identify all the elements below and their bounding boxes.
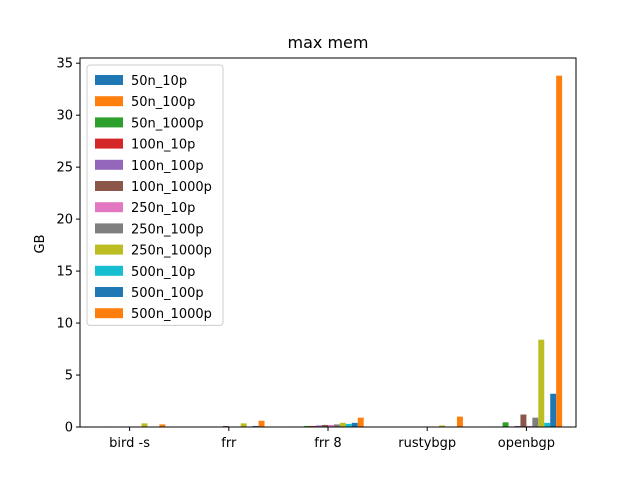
bar xyxy=(159,424,166,427)
x-tick-label: frr xyxy=(221,436,237,451)
bar xyxy=(532,417,539,427)
bar xyxy=(538,339,545,427)
legend-swatch xyxy=(95,244,123,255)
legend-label: 250n_1000p xyxy=(131,244,212,259)
bar xyxy=(333,424,340,427)
legend-swatch xyxy=(95,181,123,191)
bar xyxy=(328,424,334,427)
x-tick-label: rustybgp xyxy=(398,436,456,451)
y-tick-label: 20 xyxy=(56,213,73,228)
y-axis-label: GB xyxy=(33,235,48,254)
bar xyxy=(345,423,352,427)
x-tick-label: openbgp xyxy=(498,436,555,451)
axes-layer: 0 5 10 15 20 25 30 35 bird -s frr frr 8 rustybgp ope… xyxy=(56,57,577,451)
bar xyxy=(544,422,551,427)
legend-label: 250n_10p xyxy=(131,201,195,216)
bar xyxy=(322,424,328,427)
bar xyxy=(439,425,446,427)
legend-swatch xyxy=(95,265,123,276)
legend-label: 500n_1000p xyxy=(131,307,212,322)
legend-label: 50n_100p xyxy=(131,95,195,110)
bar xyxy=(304,425,311,427)
chart-title: max mem xyxy=(288,33,369,52)
y-tick-label: 5 xyxy=(65,369,73,384)
legend-swatch xyxy=(95,223,123,234)
legend-label: 100n_100p xyxy=(131,159,204,174)
bar xyxy=(316,425,323,427)
legend-swatch xyxy=(95,117,123,128)
bar xyxy=(456,416,463,427)
y-tick-label: 10 xyxy=(56,317,73,332)
bars-layer xyxy=(93,75,563,428)
legend-swatch xyxy=(95,96,123,107)
y-tick-label: 35 xyxy=(56,57,73,72)
legend-swatch xyxy=(95,159,123,170)
bar xyxy=(556,75,563,428)
bar xyxy=(550,393,557,427)
y-tick-label: 15 xyxy=(56,265,73,280)
legend: 50n_10p 50n_100p 50n_1000p 100n_10p 100n_100… xyxy=(86,64,224,326)
bar xyxy=(222,425,229,427)
legend-label: 100n_10p xyxy=(131,138,195,153)
bar xyxy=(351,422,358,427)
legend-label: 50n_10p xyxy=(131,74,187,89)
bar xyxy=(141,423,148,427)
y-tick-label: 30 xyxy=(56,109,73,124)
legend-swatch xyxy=(95,75,123,85)
y-tick-label: 25 xyxy=(56,161,73,176)
legend-swatch xyxy=(95,138,123,149)
legend-label: 100n_1000p xyxy=(131,180,212,195)
legend-box xyxy=(86,64,224,326)
legend-label: 50n_1000p xyxy=(131,116,204,131)
legend-label: 250n_100p xyxy=(131,222,204,237)
legend-swatch xyxy=(95,308,123,319)
bar xyxy=(526,425,533,427)
legend-swatch xyxy=(95,287,123,297)
legend-swatch xyxy=(95,202,123,213)
legend-label: 500n_100p xyxy=(131,286,204,301)
legend-label: 500n_10p xyxy=(131,265,195,280)
bar xyxy=(339,422,346,427)
y-tick-label: 0 xyxy=(65,421,73,436)
bar xyxy=(258,420,265,427)
bar xyxy=(310,425,317,427)
bar xyxy=(520,414,527,427)
bar xyxy=(240,423,247,427)
bar xyxy=(252,425,259,427)
x-tick-label: bird -s xyxy=(109,436,150,451)
x-tick-label: frr 8 xyxy=(314,436,341,451)
bar xyxy=(502,422,509,427)
bar xyxy=(514,425,521,427)
bar xyxy=(357,417,364,427)
